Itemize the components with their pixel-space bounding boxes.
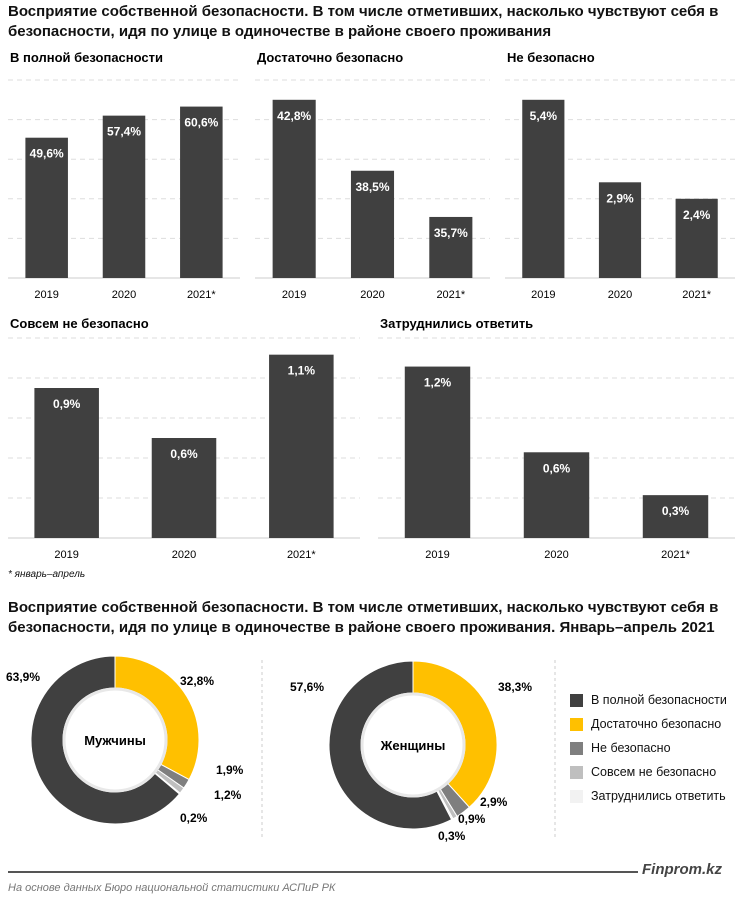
legend-swatch (570, 765, 583, 779)
data-label: 0,9% (53, 397, 81, 411)
data-label: 42,8% (277, 109, 311, 123)
legend-label: Не безопасно (591, 741, 671, 755)
top-title: Восприятие собственной безопасности. В т… (8, 3, 719, 40)
donut-hole (360, 692, 466, 798)
bar (25, 137, 68, 278)
slice-label: 57,6% (290, 680, 324, 694)
x-tick-label: 2019 (34, 289, 58, 301)
slice-label: 63,9% (6, 670, 40, 684)
x-tick-label: 2019 (282, 289, 306, 301)
panel-title: Не безопасно (507, 50, 595, 65)
donut-center-label: Мужчины (84, 733, 146, 748)
legend-swatch (570, 789, 583, 803)
x-tick-label: 2021* (287, 549, 316, 561)
x-tick-label: 2021* (682, 289, 711, 301)
bar (642, 495, 709, 538)
legend-label: В полной безопасности (591, 693, 727, 707)
data-label: 2,9% (606, 191, 634, 205)
source-note: На основе данных Бюро национальной стати… (8, 882, 336, 894)
bar (102, 115, 146, 278)
legend-label: Затруднились ответить (591, 789, 726, 803)
slice-label: 2,9% (480, 795, 508, 809)
data-label: 38,5% (355, 180, 389, 194)
bar (269, 354, 334, 538)
legend-item: Не безопасно (570, 741, 671, 755)
legend-swatch (570, 741, 583, 755)
x-tick-label: 2019 (531, 289, 555, 301)
x-tick-label: 2020 (360, 289, 384, 301)
x-tick-label: 2020 (544, 549, 568, 561)
data-label: 57,4% (107, 125, 141, 139)
data-label: 2,4% (683, 208, 711, 222)
bar (180, 106, 223, 279)
data-label: 49,6% (30, 147, 64, 161)
legend-item: Затруднились ответить (570, 789, 726, 803)
footnote: * январь–апрель (8, 569, 86, 580)
legend-swatch (570, 693, 583, 707)
panel-title: В полной безопасности (10, 50, 163, 65)
bar (598, 182, 642, 278)
bar (404, 366, 471, 538)
bar (34, 388, 99, 538)
data-label: 35,7% (434, 226, 468, 240)
slice-label: 1,2% (214, 788, 242, 802)
legend-label: Достаточно безопасно (591, 717, 722, 731)
legend-item: Достаточно безопасно (570, 717, 721, 731)
slice-label: 1,9% (216, 763, 244, 777)
panel-title: Совсем не безопасно (10, 316, 149, 331)
legend-swatch (570, 717, 583, 731)
data-label: 0,6% (543, 461, 571, 475)
brand-logo: Finprom.kz (642, 861, 723, 878)
panel-title: Достаточно безопасно (257, 50, 403, 65)
legend-item: Совсем не безопасно (570, 765, 716, 779)
data-label: 1,1% (288, 364, 316, 378)
bar (429, 216, 473, 278)
bar (151, 438, 217, 538)
panel-title: Затруднились ответить (380, 316, 533, 331)
x-tick-label: 2021* (187, 289, 216, 301)
x-tick-label: 2019 (425, 549, 449, 561)
x-tick-label: 2020 (608, 289, 632, 301)
data-label: 0,6% (170, 447, 198, 461)
bar (523, 452, 590, 538)
x-tick-label: 2021* (436, 289, 465, 301)
data-label: 0,3% (662, 504, 690, 518)
data-label: 5,4% (530, 109, 558, 123)
data-label: 60,6% (184, 116, 218, 130)
bar (272, 99, 316, 278)
bar-charts: В полной безопасности 49,6% 2019 57,4% 2020 6… (8, 50, 735, 561)
slice-label: 38,3% (498, 680, 532, 694)
data-label: 1,2% (424, 376, 452, 390)
footer-divider (8, 871, 638, 873)
donut-center-label: Женщины (380, 738, 446, 753)
x-tick-label: 2021* (661, 549, 690, 561)
slice-label: 0,3% (438, 829, 466, 843)
bar (522, 99, 565, 278)
slice-label: 0,9% (458, 812, 486, 826)
x-tick-label: 2020 (172, 549, 196, 561)
bottom-title: Восприятие собственной безопасности. В т… (8, 599, 719, 636)
legend-label: Совсем не безопасно (591, 765, 717, 779)
x-tick-label: 2020 (112, 289, 136, 301)
slice-label: 0,2% (180, 811, 208, 825)
bar (675, 198, 718, 278)
bar (350, 170, 395, 278)
slice-label: 32,8% (180, 674, 214, 688)
legend-item: В полной безопасности (570, 693, 727, 707)
x-tick-label: 2019 (54, 549, 78, 561)
donut-hole (62, 687, 168, 793)
